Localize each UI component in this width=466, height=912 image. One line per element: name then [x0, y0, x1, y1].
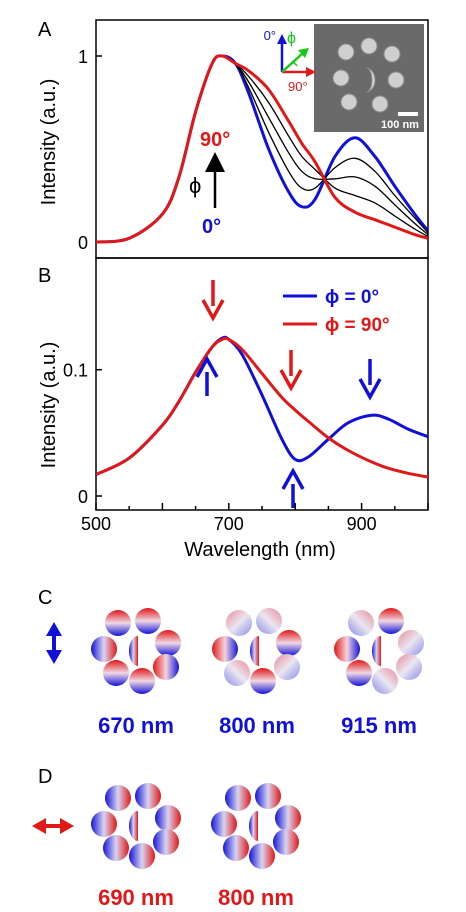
- charge-disk: [129, 668, 155, 694]
- charge-disk: [250, 668, 276, 694]
- panel-b-ytick-label-1: 0.1: [63, 361, 88, 381]
- sem-inset: 100 nm: [314, 24, 424, 132]
- sem-nanoparticles: [332, 37, 405, 113]
- charge-disk: [212, 636, 238, 662]
- charge-disk: [255, 783, 281, 809]
- charge-disk: [273, 829, 299, 855]
- wavelength-label-800-d: 800 nm: [218, 885, 294, 910]
- spectrum-b-line-1: [96, 336, 428, 479]
- panel-label-b: B: [38, 265, 51, 287]
- spectrum-b-line-0: [96, 335, 428, 476]
- wavelength-label-690: 690 nm: [98, 885, 174, 910]
- annotation-0deg: 0°: [202, 216, 221, 238]
- charge-disk: [348, 610, 374, 636]
- charge-disk: [223, 835, 249, 861]
- panel-label-c: C: [38, 587, 52, 609]
- charge-disk: [226, 610, 252, 636]
- charge-half-disk: [372, 636, 381, 666]
- charge-disk: [276, 630, 302, 656]
- wavelength-label-915: 915 nm: [341, 713, 417, 738]
- charge-disk: [275, 805, 301, 831]
- spectrum-a-line-4: [96, 54, 428, 244]
- resonance-arrows: [195, 280, 382, 508]
- charge-disk: [396, 654, 422, 680]
- panel-b-xtick-label-0: 500: [81, 514, 111, 534]
- charge-disk: [225, 785, 251, 811]
- annotation-90deg: 90°: [200, 129, 230, 151]
- scale-bar-label: 100 nm: [381, 119, 419, 131]
- charge-disk: [153, 654, 179, 680]
- polarization-axes-icon: 0° ϕ 90°: [264, 28, 316, 94]
- charge-disk: [91, 636, 117, 662]
- panel-a-ylabel: Intensity (a.u.): [38, 79, 60, 206]
- panel-b-ytick-label-0: 0: [78, 487, 88, 507]
- charge-disk: [155, 805, 181, 831]
- charge-map-915nm: [334, 608, 424, 694]
- charge-disk: [211, 811, 237, 837]
- charge-half-disk: [250, 636, 259, 666]
- charge-disk: [91, 811, 117, 837]
- panel-b-spectra: [96, 335, 428, 479]
- arrow-up-blue-670-icon: [195, 355, 219, 396]
- horizontal-polarization-icon: [32, 818, 74, 834]
- panel-b-legend: ϕ = 0° ϕ = 90°: [283, 287, 390, 336]
- charge-disk: [249, 843, 275, 869]
- charge-half-disk: [129, 811, 138, 841]
- annotation-phi: ϕ: [189, 173, 201, 198]
- panel-b-xtick-label-2: 900: [347, 514, 377, 534]
- charge-map-800nm-d: [211, 783, 301, 869]
- panel-a-ytick-label-0: 0: [78, 233, 88, 253]
- charge-disk: [135, 608, 161, 634]
- wavelength-label-670: 670 nm: [98, 713, 174, 738]
- charge-disk: [372, 668, 398, 694]
- arrow-up-blue-800-icon: [281, 467, 305, 508]
- charge-disk: [378, 608, 404, 634]
- charge-disk: [103, 835, 129, 861]
- panel-a-ytick-label-1: 1: [78, 47, 88, 67]
- panel-a-spectra: [96, 54, 428, 244]
- arrow-down-blue-915-icon: [358, 359, 382, 401]
- panel-b-ylabel: Intensity (a.u.): [38, 342, 60, 469]
- charge-disk: [256, 608, 282, 634]
- charge-map-690nm: [91, 783, 181, 869]
- panel-label-a: A: [38, 19, 52, 41]
- charge-disk: [129, 843, 155, 869]
- charge-disk: [105, 610, 131, 636]
- charge-map-670nm: [91, 608, 181, 694]
- charge-disk: [334, 636, 360, 662]
- charge-disk: [398, 630, 424, 656]
- panel-b-xlabel: Wavelength (nm): [184, 539, 336, 561]
- charge-disk: [155, 630, 181, 656]
- arrow-down-red-690-icon: [201, 280, 225, 322]
- inset-axis-90deg: 90°: [288, 79, 308, 94]
- charge-disk: [274, 654, 300, 680]
- charge-half-disk: [249, 811, 258, 841]
- charge-disk: [153, 829, 179, 855]
- panel-b-xtick-label-1: 700: [214, 514, 244, 534]
- legend-label-90deg: ϕ = 90°: [325, 315, 390, 336]
- charge-disk: [346, 660, 372, 686]
- panel-label-d: D: [38, 766, 52, 788]
- panel-b-ticks: 0 0.1 500 700 900: [63, 361, 429, 534]
- charge-half-disk: [129, 636, 138, 666]
- inset-axis-phi: ϕ: [287, 30, 296, 47]
- panel-b-axes: Intensity (a.u.) Wavelength (nm): [38, 257, 429, 561]
- charge-disk: [224, 660, 250, 686]
- wavelength-label-800-c: 800 nm: [219, 713, 295, 738]
- inset-axis-0deg: 0°: [264, 28, 276, 43]
- charge-disk: [135, 783, 161, 809]
- arrow-down-red-800-icon: [279, 350, 303, 392]
- charge-map-800nm-c: [212, 608, 302, 694]
- legend-label-0deg: ϕ = 0°: [325, 287, 379, 308]
- vertical-polarization-icon: [46, 622, 62, 664]
- scale-bar: [398, 112, 418, 116]
- charge-disk: [103, 660, 129, 686]
- charge-disk: [105, 785, 131, 811]
